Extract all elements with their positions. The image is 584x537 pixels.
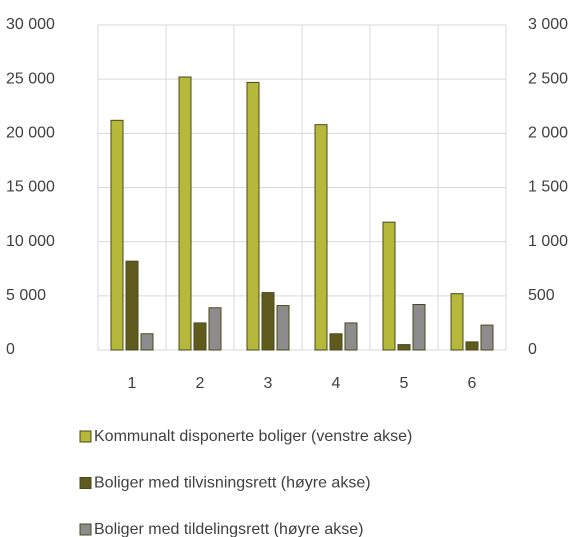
y-tick-label: 5 000 xyxy=(6,287,46,304)
legend-label: Boliger med tildelingsrett (høyre akse) xyxy=(94,521,363,537)
x-tick-label: 2 xyxy=(196,375,205,392)
x-tick-label: 5 xyxy=(400,375,409,392)
y2-tick-label: 1 500 xyxy=(528,179,568,196)
bar xyxy=(246,81,260,351)
bar xyxy=(193,322,207,351)
x-tick-label: 6 xyxy=(468,375,477,392)
bar xyxy=(314,124,328,351)
x-tick-label: 4 xyxy=(332,375,341,392)
y2-tick-label: 0 xyxy=(528,341,537,358)
y-tick-label: 10 000 xyxy=(6,233,55,250)
legend-swatch xyxy=(79,430,92,443)
legend-swatch xyxy=(79,523,92,536)
x-tick-label: 1 xyxy=(128,375,137,392)
bar xyxy=(261,292,275,351)
legend-swatch xyxy=(79,477,92,489)
bar xyxy=(110,119,124,351)
bar xyxy=(382,221,396,351)
bar xyxy=(208,307,222,351)
bar xyxy=(465,341,479,351)
bar xyxy=(450,293,464,351)
y-tick-label: 15 000 xyxy=(6,179,55,196)
y-tick-label: 20 000 xyxy=(6,125,55,142)
bar xyxy=(344,322,358,351)
bar xyxy=(140,333,154,351)
bar xyxy=(480,324,494,351)
y2-tick-label: 2 000 xyxy=(528,125,568,142)
legend-label: Boliger med tilvisningsrett (høyre akse) xyxy=(94,475,371,492)
y2-tick-label: 1 000 xyxy=(528,233,568,250)
x-tick-label: 3 xyxy=(264,375,273,392)
y-tick-label: 30 000 xyxy=(6,16,55,33)
y2-tick-label: 500 xyxy=(528,287,555,304)
y2-tick-label: 3 000 xyxy=(528,16,568,33)
y-tick-label: 25 000 xyxy=(6,70,55,87)
bar xyxy=(397,344,411,351)
bar xyxy=(276,305,290,351)
legend-label: Kommunalt disponerte boliger (venstre ak… xyxy=(94,428,412,445)
y-tick-label: 0 xyxy=(6,341,15,358)
y2-tick-label: 2 500 xyxy=(528,70,568,87)
bar xyxy=(125,260,139,351)
bar xyxy=(329,333,343,351)
bar xyxy=(412,304,426,351)
bar xyxy=(178,76,192,351)
